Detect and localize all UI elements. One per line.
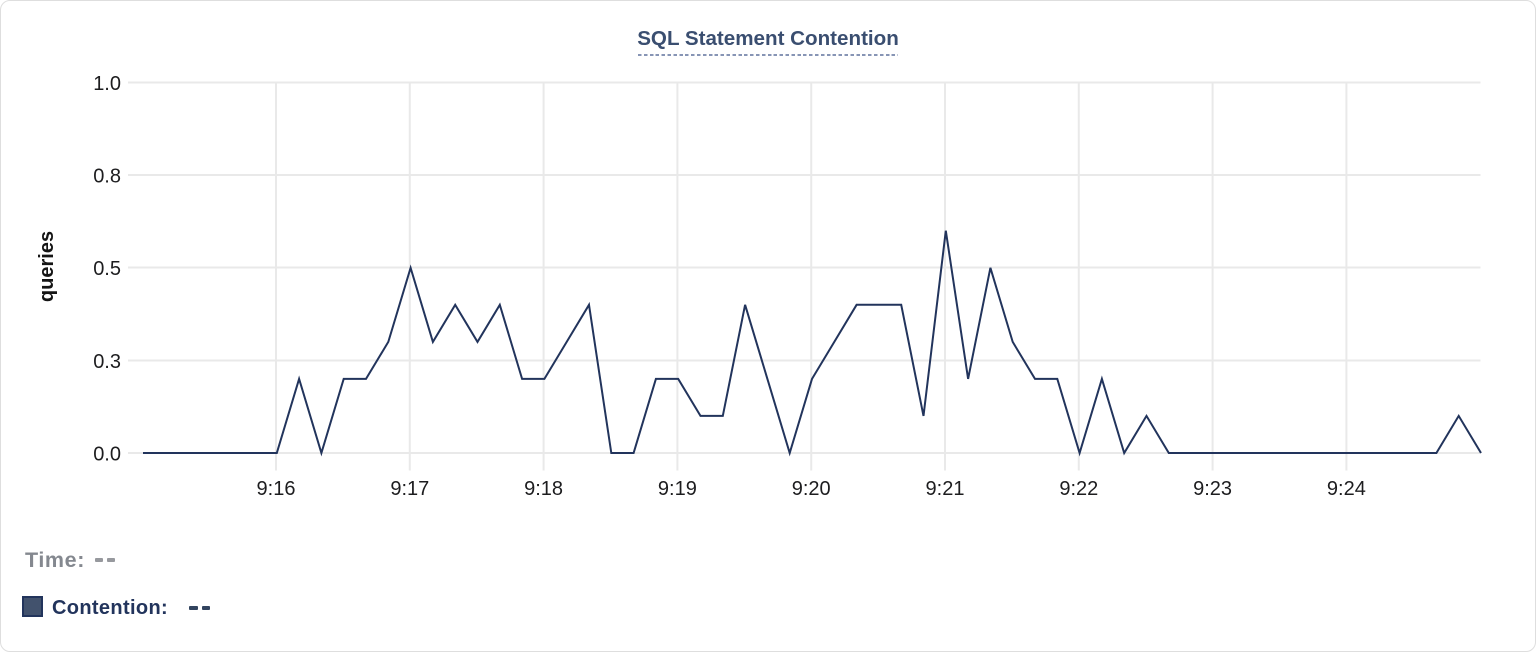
svg-text:9:22: 9:22 (1059, 478, 1098, 500)
svg-text:9:16: 9:16 (257, 478, 296, 500)
svg-text:9:23: 9:23 (1193, 478, 1232, 500)
svg-text:9:21: 9:21 (926, 478, 965, 500)
svg-text:9:18: 9:18 (524, 478, 563, 500)
svg-text:0.0: 0.0 (93, 444, 121, 466)
svg-text:9:19: 9:19 (658, 478, 697, 500)
svg-text:1.0: 1.0 (93, 73, 121, 95)
svg-text:9:24: 9:24 (1327, 478, 1366, 500)
svg-text:9:17: 9:17 (390, 478, 429, 500)
svg-text:0.8: 0.8 (93, 166, 121, 188)
svg-text:0.5: 0.5 (93, 258, 121, 280)
svg-text:queries: queries (36, 231, 58, 302)
svg-text:0.3: 0.3 (93, 351, 121, 373)
svg-text:9:20: 9:20 (792, 478, 831, 500)
